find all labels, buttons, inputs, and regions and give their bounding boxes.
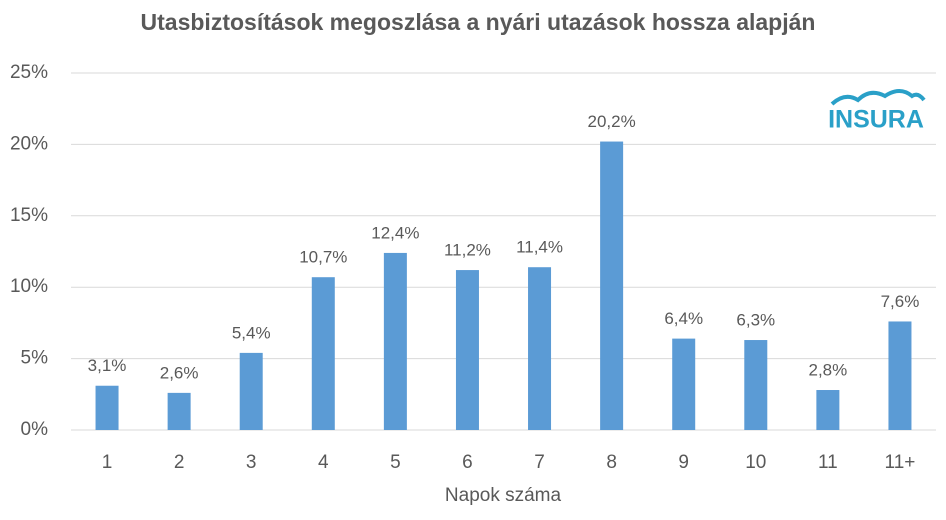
value-label: 11,2%: [444, 241, 491, 260]
logo: INSURA: [828, 89, 926, 134]
value-label: 20,2%: [588, 112, 636, 131]
x-tick-label: 8: [606, 452, 617, 473]
bar: [528, 267, 552, 430]
bar: [455, 270, 479, 430]
x-tick-label: 2: [174, 452, 185, 473]
x-tick-label: 11: [818, 452, 838, 473]
value-label: 2,8%: [809, 361, 848, 380]
y-tick-label: 0%: [21, 419, 49, 440]
value-label: 5,4%: [232, 323, 271, 342]
bar: [239, 352, 263, 430]
bar: [95, 385, 119, 430]
value-label: 6,4%: [664, 309, 703, 328]
x-tick-label: 9: [678, 452, 689, 473]
y-tick-label: 20%: [10, 133, 48, 154]
value-label: 11,4%: [516, 238, 563, 257]
x-axis-label: Napok száma: [445, 485, 562, 506]
bar: [888, 321, 912, 430]
x-tick-label: 6: [462, 452, 473, 473]
bar: [672, 338, 696, 430]
x-tick-label: 7: [534, 452, 545, 473]
bar: [383, 252, 407, 430]
bar: [311, 277, 335, 430]
bar: [600, 141, 624, 430]
y-tick-label: 5%: [21, 348, 49, 369]
x-tick-label: 10: [745, 452, 766, 473]
value-label: 12,4%: [371, 223, 419, 242]
y-tick-label: 10%: [10, 276, 48, 297]
bar: [167, 392, 191, 430]
x-tick-label: 1: [102, 452, 113, 473]
x-tick-label: 5: [390, 452, 401, 473]
y-tick-label: 15%: [10, 205, 48, 226]
x-tick-label: 3: [246, 452, 257, 473]
value-label: 2,6%: [160, 363, 199, 382]
value-label: 3,1%: [88, 356, 127, 375]
value-label: 10,7%: [299, 248, 347, 267]
logo-wave: [830, 89, 926, 106]
x-tick-label: 11+: [885, 452, 916, 473]
bar: [744, 340, 768, 430]
chart-title: Utasbiztosítások megoszlása a nyári utaz…: [141, 9, 816, 35]
bar: [816, 390, 840, 430]
value-label: 7,6%: [881, 292, 920, 311]
value-label: 6,3%: [736, 311, 775, 330]
y-tick-label: 25%: [10, 62, 48, 83]
logo-text: INSURA: [828, 106, 924, 134]
x-tick-label: 4: [318, 452, 329, 473]
